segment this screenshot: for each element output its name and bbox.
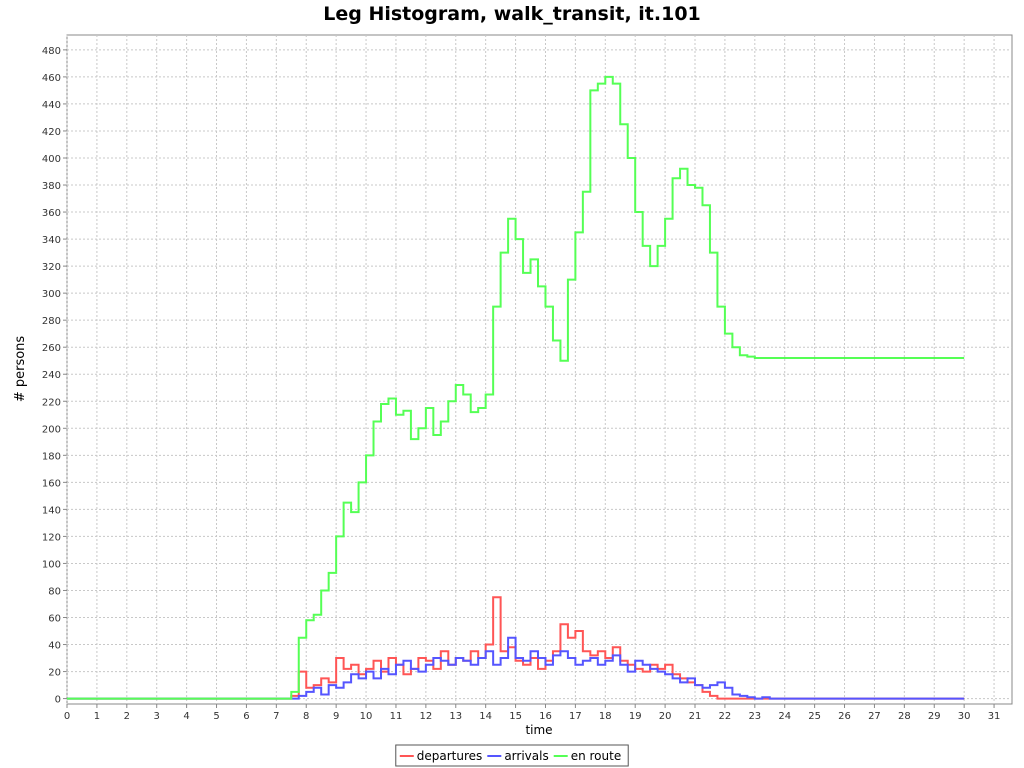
y-axis-label: # persons — [13, 336, 28, 403]
x-tick-label: 15 — [509, 711, 522, 722]
y-tick-label: 380 — [42, 181, 61, 192]
y-tick-label: 480 — [42, 46, 61, 57]
x-tick-label: 16 — [539, 711, 552, 722]
legend: departures arrivals en route — [395, 744, 629, 767]
x-tick-label: 26 — [838, 711, 851, 722]
x-tick-label: 5 — [213, 711, 219, 722]
y-tick-label: 180 — [42, 451, 61, 462]
x-tick-label: 11 — [390, 711, 403, 722]
legend-box — [395, 744, 629, 767]
y-tick-label: 0 — [55, 695, 61, 706]
x-tick-label: 4 — [183, 711, 189, 722]
y-tick-label: 80 — [48, 586, 61, 597]
y-tick-label: 360 — [42, 208, 61, 219]
x-tick-label: 29 — [928, 711, 941, 722]
x-tick-label: 1 — [94, 711, 100, 722]
legend-label: en route — [571, 749, 622, 763]
y-tick-label: 440 — [42, 100, 61, 111]
x-tick-label: 17 — [569, 711, 582, 722]
x-tick-label: 25 — [808, 711, 821, 722]
y-tick-label: 60 — [48, 614, 61, 625]
y-tick-label: 420 — [42, 127, 61, 138]
x-tick-label: 8 — [303, 711, 309, 722]
x-tick-label: 18 — [599, 711, 612, 722]
x-tick-label: 12 — [419, 711, 432, 722]
x-tick-label: 28 — [898, 711, 911, 722]
y-tick-label: 460 — [42, 73, 61, 84]
y-tick-label: 400 — [42, 154, 61, 165]
plot-area — [66, 34, 1013, 705]
x-tick-label: 30 — [958, 711, 971, 722]
x-tick-label: 31 — [988, 711, 1001, 722]
x-tick-label: 19 — [629, 711, 642, 722]
x-tick-label: 27 — [868, 711, 881, 722]
x-tick-label: 22 — [719, 711, 732, 722]
y-tick-label: 260 — [42, 343, 61, 354]
y-tick-label: 200 — [42, 424, 61, 435]
y-tick-label: 220 — [42, 397, 61, 408]
x-tick-label: 13 — [449, 711, 462, 722]
y-tick-label: 140 — [42, 505, 61, 516]
y-tick-label: 320 — [42, 262, 61, 273]
y-tick-label: 340 — [42, 235, 61, 246]
x-tick-label: 3 — [154, 711, 160, 722]
x-tick-label: 2 — [124, 711, 130, 722]
x-tick-label: 7 — [273, 711, 279, 722]
series-line — [67, 75, 965, 700]
chart-title: Leg Histogram, walk_transit, it.101 — [323, 3, 701, 25]
x-tick-label: 21 — [689, 711, 702, 722]
x-tick-label: 20 — [659, 711, 672, 722]
y-tick-label: 20 — [48, 668, 61, 679]
y-tick-label: 40 — [48, 641, 61, 652]
y-tick-label: 280 — [42, 316, 61, 327]
x-tick-label: 23 — [748, 711, 761, 722]
x-axis-label: time — [525, 723, 552, 737]
y-tick-label: 300 — [42, 289, 61, 300]
y-tick-label: 120 — [42, 532, 61, 543]
x-tick-label: 6 — [243, 711, 249, 722]
x-tick-label: 14 — [479, 711, 492, 722]
x-tick-label: 10 — [360, 711, 373, 722]
y-tick-label: 240 — [42, 370, 61, 381]
legend-label: departures — [417, 749, 483, 763]
legend-label: arrivals — [504, 749, 548, 763]
series-line — [67, 636, 965, 700]
y-tick-label: 100 — [42, 559, 61, 570]
x-tick-label: 9 — [333, 711, 339, 722]
x-tick-label: 24 — [778, 711, 791, 722]
x-tick-label: 0 — [64, 711, 70, 722]
y-tick-label: 160 — [42, 478, 61, 489]
